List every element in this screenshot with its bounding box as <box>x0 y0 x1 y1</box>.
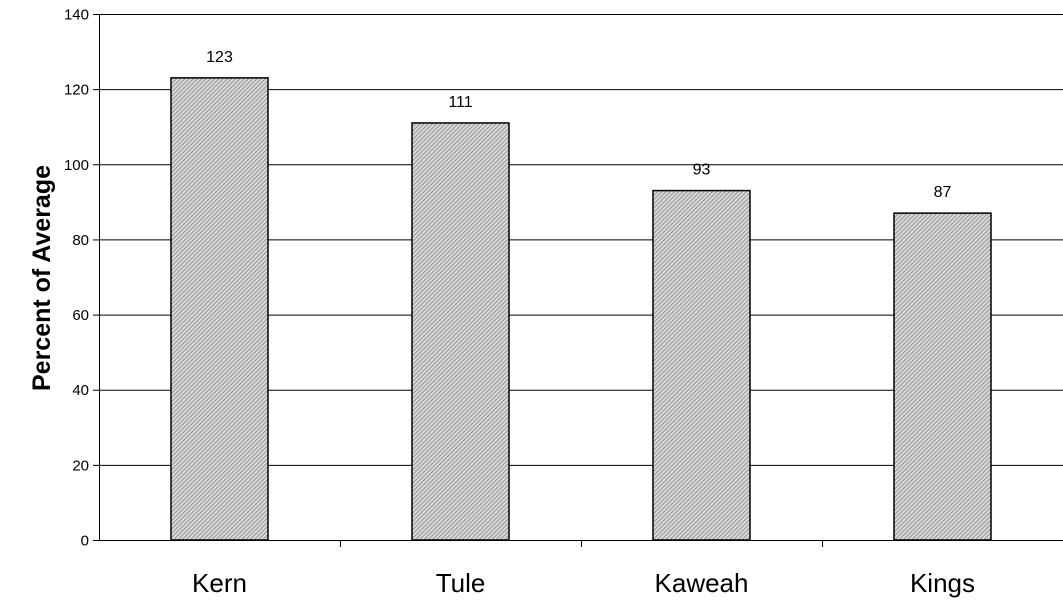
y-tick-label: 0 <box>81 533 89 550</box>
data-label: 87 <box>934 184 952 201</box>
data-label: 93 <box>693 162 711 179</box>
y-tick-label: 120 <box>64 82 89 99</box>
data-label: 111 <box>448 94 472 111</box>
y-tick-label: 140 <box>64 7 89 24</box>
bar-kings <box>893 212 992 541</box>
x-category-label: Kings <box>910 568 975 598</box>
x-category-label: Kern <box>192 568 247 598</box>
y-tick-label: 40 <box>72 382 89 399</box>
bar-tule <box>411 122 510 541</box>
y-tick-label: 80 <box>72 232 89 249</box>
y-tick-label: 60 <box>72 307 89 324</box>
labels: 0 20 40 60 80 100 120 140 123 Kern 111 Tule 93 Kaweah… <box>64 7 975 599</box>
bar-kern <box>170 77 269 541</box>
bar-kaweah <box>652 189 751 541</box>
data-label: 123 <box>206 49 233 66</box>
x-category-label: Kaweah <box>655 568 749 598</box>
bars <box>170 77 992 541</box>
y-tick-label: 100 <box>64 157 89 174</box>
x-category-label: Tule <box>436 568 486 598</box>
y-tick-label: 20 <box>72 457 89 474</box>
y-axis-label: Percent of Average <box>28 165 56 391</box>
